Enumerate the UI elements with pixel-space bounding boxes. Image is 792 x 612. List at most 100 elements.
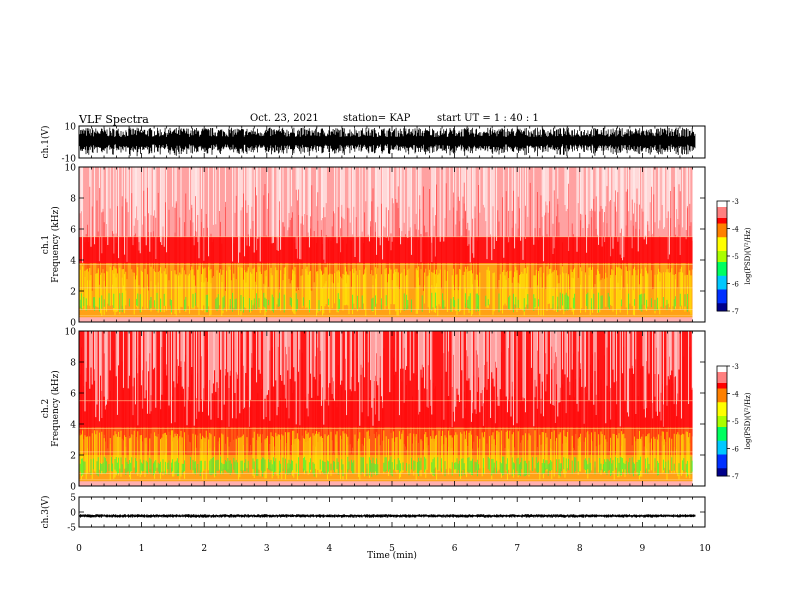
ch2-cbar-cell [717, 385, 727, 389]
ch2-spectrogram-panel [78, 331, 693, 486]
ch1-cbar-cell [717, 234, 727, 238]
ch1-cbar-tick-label: -7 [732, 308, 739, 316]
ch1-cbar-tick-label: -5 [732, 253, 739, 261]
xtick-label: 6 [452, 544, 458, 554]
ch1-cbar-cell [717, 209, 727, 213]
ch1-colorbar: -3 -4 -5 -6 -7 log(PSD)(V²/Hz) [716, 198, 752, 316]
ch2-cbar-tick-label: -6 [732, 446, 739, 454]
ch2-cbar-cell [717, 462, 727, 466]
ch2-cbar-cell [717, 371, 727, 375]
ch2-cbar-cell [717, 467, 727, 471]
chart-title: VLF Spectra [79, 113, 149, 126]
ch2-cbar-cell [717, 415, 727, 419]
ch1-cbar-cell [717, 256, 727, 260]
ch2-cbar-cell [717, 423, 727, 427]
ch1-cbar-cell [717, 291, 727, 295]
ch1-cbar-cell [717, 261, 727, 265]
ch2-colorbar: -3 -4 -5 -6 -7 log(PSD)(V²/Hz) [716, 363, 752, 481]
xtick-label: 9 [640, 544, 646, 554]
ch2-cbar-cell [717, 454, 727, 458]
ch2-cbar-cell [717, 437, 727, 441]
ch2-cbar-cell [717, 465, 727, 469]
ch1-cbar-cell [717, 283, 727, 287]
ch1-cbar-cell [717, 275, 727, 279]
ch2-cbar-cell [717, 407, 727, 411]
ch1-cbar-cell [717, 264, 727, 268]
ch2-spec-ytick-label: 6 [70, 390, 76, 400]
ch1-cbar-cell [717, 245, 727, 249]
ch1-cbar-cell [717, 228, 727, 232]
ch2-cbar-tick-label: -3 [732, 363, 739, 371]
ch1-spec-ytick-label: 6 [70, 226, 76, 236]
ch2-cbar-cell [717, 382, 727, 386]
ch1-cbar-tick-label: -4 [732, 226, 739, 234]
ch1-green-streaks [79, 292, 688, 313]
ch1-cbar-cell [717, 225, 727, 229]
ch1-cbar-label: log(PSD)(V²/Hz) [744, 227, 752, 284]
ch1-cbar-cell [717, 300, 727, 304]
ch2-cbar-cell [717, 404, 727, 408]
ch1-cbar-cell [717, 267, 727, 271]
xtick-label: 4 [327, 544, 333, 554]
ch2-spec-ytick-label: 4 [70, 421, 76, 431]
ch1-cbar-cell [717, 247, 727, 251]
ch1-waveform-trace [78, 127, 696, 157]
ch2-spec-ytick-label: 0 [70, 483, 76, 493]
xtick-label: 2 [201, 544, 207, 554]
ch1-cbar-cell [717, 223, 727, 227]
ch2-cbar-cell [717, 429, 727, 433]
ch2-cbar-cell [717, 412, 727, 416]
xtick-label: 5 [389, 544, 395, 554]
ch1-cbar-cell [717, 297, 727, 301]
ch1-band-1 [79, 236, 693, 264]
ch2-red-streaks [79, 346, 693, 455]
ch1-cbar-cell [717, 212, 727, 216]
ch2-cbar-cell [717, 440, 727, 444]
ch2-spec-ylabel: ch.2 [41, 399, 51, 418]
xtick-label: 0 [76, 544, 82, 554]
ch1-spectrogram-panel [78, 167, 693, 322]
station-label: station= KAP [343, 113, 411, 124]
ch2-spec-ytick-label: 8 [70, 359, 76, 369]
ch1-cbar-cell [717, 236, 727, 240]
ch1-cbar-cell [717, 286, 727, 290]
ch2-spec-ytick-label: 2 [70, 452, 76, 462]
ch1-spec-ylabel: ch.1 [41, 235, 51, 254]
ch2-cbar-tick-label: -7 [732, 473, 739, 481]
ch1-cbar-cell [717, 289, 727, 293]
ch1-cbar-cell [717, 214, 727, 218]
ch1-ytick-label: -10 [62, 155, 77, 165]
ch1-cbar-cell [717, 220, 727, 224]
ch1-cbar-cell [717, 294, 727, 298]
ch2-cbar-cell [717, 470, 727, 474]
ch1-spec-ytick-label: 4 [70, 257, 76, 267]
ch1-cbar-cell [717, 308, 727, 312]
ch1-band-2 [79, 167, 693, 237]
ch2-cbar-cell [717, 374, 727, 378]
ch1-cbar-cell [717, 272, 727, 276]
xtick-label: 1 [139, 544, 145, 554]
ch1-cbar-tick-label: -3 [732, 198, 739, 206]
ch1-cbar-cell [717, 203, 727, 207]
ch2-cbar-cell [717, 443, 727, 447]
ch1-cbar-cell [717, 217, 727, 221]
ch2-low-strip [79, 481, 693, 486]
ch2-cbar-cell [717, 445, 727, 449]
ch1-spec-ytick-label: 0 [70, 319, 76, 329]
ch1-ylabel: ch.1(V) [40, 126, 51, 159]
ch2-cbar-cell [717, 473, 727, 477]
ch1-spec-ytick-label: 2 [70, 288, 76, 298]
ch2-cbar-cell [717, 399, 727, 403]
ch1-cbar-cell [717, 253, 727, 257]
xtick-label: 10 [699, 544, 711, 554]
date-label: Oct. 23, 2021 [250, 113, 319, 124]
ch2-white-streaks [84, 331, 693, 428]
ch3-waveform-trace [78, 514, 696, 518]
ch3-ytick-label: 5 [70, 494, 76, 504]
ch2-cbar-cell [717, 401, 727, 405]
ch1-cbar-cell [717, 239, 727, 243]
ch1-cbar-cell [717, 280, 727, 284]
ch1-low-strip [79, 317, 693, 322]
